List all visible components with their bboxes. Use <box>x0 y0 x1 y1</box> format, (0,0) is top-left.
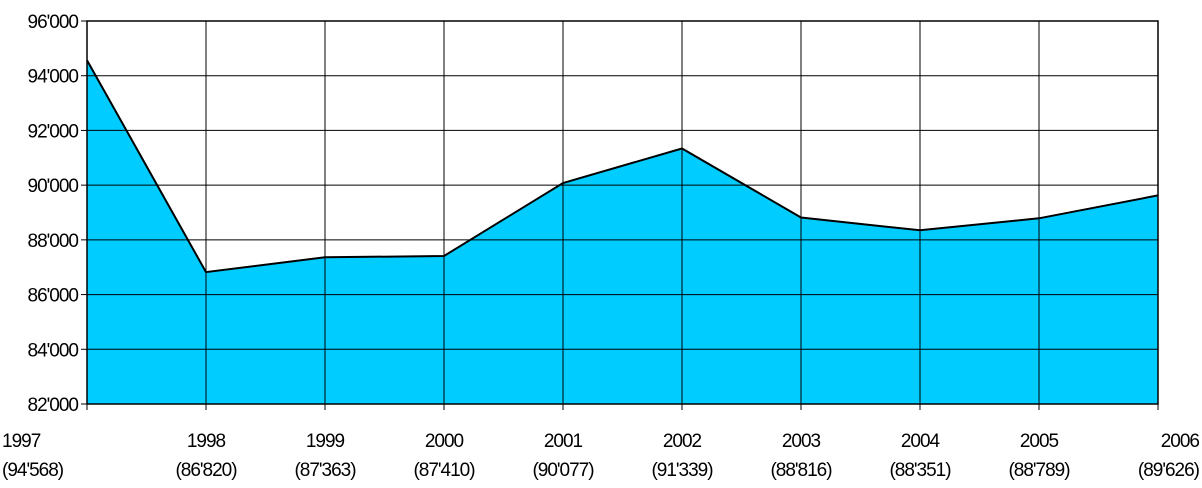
y-tick-label: 94'000 <box>28 67 79 88</box>
x-value-label: (88'351) <box>889 460 951 481</box>
y-tick-label: 92'000 <box>28 121 79 142</box>
series-area-fill <box>87 60 1158 404</box>
x-value-label: (86'820) <box>175 460 237 481</box>
y-tick-label: 90'000 <box>28 176 79 197</box>
x-tick-label: 2006 <box>1161 431 1200 452</box>
x-value-label: (88'816) <box>770 460 832 481</box>
x-value-label: (87'410) <box>413 460 475 481</box>
x-value-label: (87'363) <box>294 460 356 481</box>
x-tick-label: 1997 <box>2 431 41 452</box>
x-value-label: (88'789) <box>1008 460 1070 481</box>
series-line <box>86 59 1159 274</box>
y-tick-label: 88'000 <box>28 231 79 252</box>
x-tick-label: 2000 <box>425 431 464 452</box>
x-value-label: (90'077) <box>532 460 594 481</box>
x-tick-label: 1998 <box>187 431 226 452</box>
plot-frame <box>86 20 1159 405</box>
x-value-label: (89'626) <box>1138 460 1200 481</box>
y-tick-label: 96'000 <box>28 12 79 33</box>
x-tick-label: 2002 <box>663 431 702 452</box>
x-value-label: (91'339) <box>651 460 713 481</box>
x-tick-label: 2005 <box>1020 431 1059 452</box>
y-tick-label: 86'000 <box>28 286 79 307</box>
x-tick-label: 1999 <box>306 431 345 452</box>
x-tick-label: 2001 <box>544 431 583 452</box>
x-value-label: (94'568) <box>2 460 64 481</box>
y-tick-label: 82'000 <box>28 395 79 416</box>
x-tick-label: 2003 <box>782 431 821 452</box>
x-tick-label: 2004 <box>901 431 941 452</box>
y-tick-label: 84'000 <box>28 340 79 361</box>
